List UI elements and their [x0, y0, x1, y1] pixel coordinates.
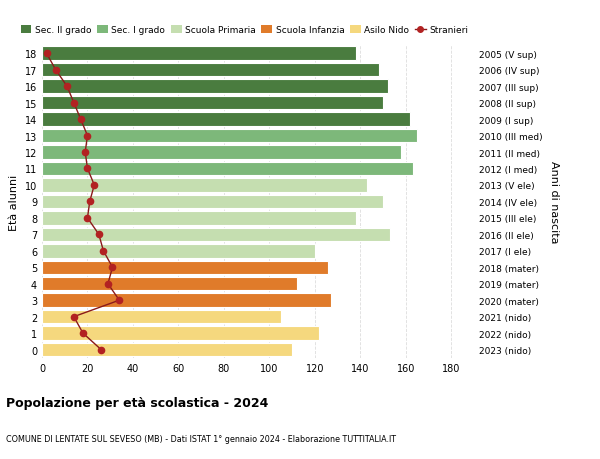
Bar: [42, 97, 383, 110]
Bar: [42, 47, 356, 61]
Bar: [42, 327, 319, 340]
Bar: [42, 129, 417, 143]
Bar: [42, 212, 356, 225]
Bar: [42, 162, 413, 176]
Bar: [42, 245, 315, 258]
Y-axis label: Anni di nascita: Anni di nascita: [549, 161, 559, 243]
Bar: [42, 195, 383, 209]
Bar: [42, 64, 379, 77]
Bar: [42, 228, 390, 241]
Bar: [42, 80, 388, 94]
Bar: [42, 261, 328, 274]
Bar: [42, 310, 281, 324]
Text: COMUNE DI LENTATE SUL SEVESO (MB) - Dati ISTAT 1° gennaio 2024 - Elaborazione TU: COMUNE DI LENTATE SUL SEVESO (MB) - Dati…: [6, 434, 396, 442]
Text: Popolazione per età scolastica - 2024: Popolazione per età scolastica - 2024: [6, 396, 268, 409]
Legend: Sec. II grado, Sec. I grado, Scuola Primaria, Scuola Infanzia, Asilo Nido, Stran: Sec. II grado, Sec. I grado, Scuola Prim…: [20, 26, 468, 35]
Y-axis label: Età alunni: Età alunni: [9, 174, 19, 230]
Bar: [42, 294, 331, 307]
Bar: [42, 179, 367, 192]
Bar: [42, 277, 296, 291]
Bar: [42, 113, 410, 127]
Bar: [42, 343, 292, 357]
Bar: [42, 146, 401, 159]
